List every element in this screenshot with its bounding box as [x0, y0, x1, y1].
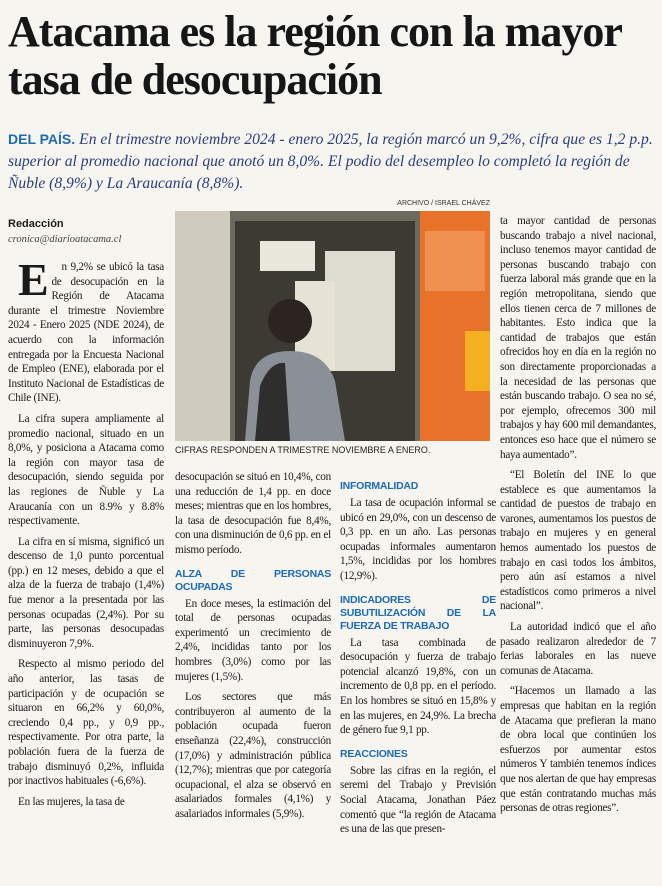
- paragraph: La cifra supera ampliamente al promedio …: [8, 412, 164, 528]
- paragraph: desocupación se situó en 10,4%, con una …: [175, 471, 331, 556]
- column: desocupación se situó en 10,4%, con una …: [175, 470, 331, 880]
- email: cronica@diarioatacama.cl: [8, 234, 122, 245]
- paragraph: La cifra en sí misma, significó un desce…: [8, 535, 164, 650]
- paragraph: La tasa de ocupación informal se ubicó e…: [340, 497, 496, 582]
- section-heading: REACCIONES: [340, 747, 408, 760]
- photo: [175, 211, 490, 441]
- section-heading: INFORMALIDAD: [340, 480, 419, 492]
- photo-caption: CIFRAS RESPONDEN A TRIMESTRE NOVIEMBRE A…: [175, 445, 431, 455]
- paragraph: En 9,2% se ubicó la tasa de desocupación…: [8, 260, 164, 405]
- column: ta mayor cantidad de personas buscando t…: [500, 214, 656, 880]
- lede: DEL PAÍS. En el trimestre noviembre 2024 …: [8, 128, 656, 195]
- photo-credit: ARCHIVO / ISRAEL CHÁVEZ: [397, 200, 490, 207]
- paragraph: “El Boletín del INE lo que establece es …: [500, 469, 656, 613]
- kicker: DEL PAÍS.: [8, 131, 76, 147]
- author: Redacción: [8, 218, 64, 230]
- column: INFORMALIDAD La tasa de ocupación informa…: [340, 470, 496, 880]
- section-heading: INDICADORES DE SUBUTILIZACIÓN DE LA FUER…: [340, 593, 496, 632]
- paragraph: La tasa combinada de desocupación y fuer…: [340, 636, 496, 737]
- paragraph: Sobre las cifras en la región, el seremi…: [340, 764, 496, 836]
- paragraph: “Hacemos un llamado a las empresas que h…: [500, 685, 656, 815]
- headline: Atacama es la región con la mayor tasa d…: [8, 7, 622, 104]
- paragraph: La autoridad indicó que el año pasado re…: [500, 621, 656, 677]
- paragraph: ta mayor cantidad de personas buscando t…: [500, 215, 656, 461]
- paragraph: Los sectores que más contribuyeron al au…: [175, 691, 331, 820]
- paragraph: En las mujeres, la tasa de: [18, 795, 125, 808]
- section-heading: ALZA DE PERSONAS OCUPADAS: [175, 567, 331, 593]
- paragraph: En doce meses, la estimación del total d…: [175, 597, 331, 683]
- column: En 9,2% se ubicó la tasa de desocupación…: [8, 260, 164, 880]
- lede-text: En el trimestre noviembre 2024 - enero 2…: [8, 131, 653, 192]
- paragraph: Respecto al mismo periodo del año anteri…: [8, 658, 164, 788]
